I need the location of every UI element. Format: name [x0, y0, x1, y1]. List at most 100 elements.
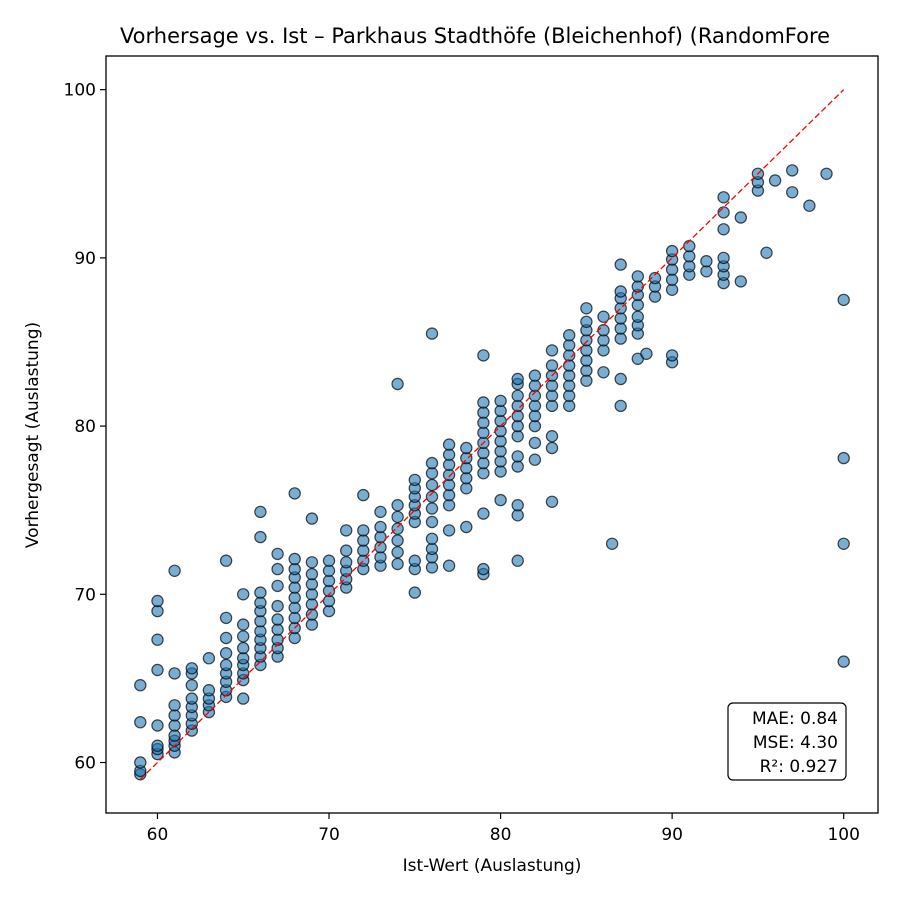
- data-point: [391, 499, 404, 512]
- data-point: [134, 679, 147, 692]
- data-point: [254, 530, 267, 544]
- data-point: [391, 522, 404, 535]
- data-point: [134, 756, 147, 769]
- data-point: [665, 244, 679, 258]
- data-point: [305, 567, 319, 581]
- data-point: [528, 369, 542, 382]
- data-point: [820, 167, 833, 180]
- data-point: [545, 359, 559, 372]
- data-point: [408, 473, 421, 487]
- data-point: [408, 554, 421, 567]
- y-tick-label: 70: [74, 585, 96, 605]
- data-point: [134, 716, 147, 729]
- data-point: [151, 594, 164, 608]
- y-tick-label: 80: [74, 417, 96, 437]
- stat-mae: MAE: 0.84: [752, 709, 838, 729]
- data-point: [477, 349, 490, 362]
- data-point: [219, 611, 233, 625]
- stat-r2: R²: 0.927: [760, 757, 838, 777]
- data-point: [425, 456, 439, 470]
- data-point: [219, 554, 233, 567]
- data-point: [236, 630, 250, 643]
- data-point: [511, 554, 524, 567]
- data-point: [219, 647, 233, 660]
- data-point: [305, 512, 319, 525]
- data-point: [717, 191, 730, 204]
- data-point: [717, 206, 730, 219]
- data-point: [837, 293, 850, 307]
- data-point: [734, 275, 748, 288]
- reference-line: [139, 89, 845, 780]
- stats-box-frame: [727, 702, 847, 781]
- data-point: [236, 618, 250, 631]
- data-point: [340, 544, 353, 557]
- data-point: [442, 559, 456, 572]
- data-point: [425, 515, 439, 529]
- data-point: [494, 394, 507, 408]
- y-tick-label: 60: [74, 754, 96, 774]
- data-point: [151, 719, 164, 732]
- data-point: [391, 557, 404, 571]
- data-point: [425, 502, 439, 515]
- chart-title: Vorhersage vs. Ist – Parkhaus Stadthöfe …: [120, 24, 830, 48]
- x-tick-label: 90: [661, 825, 683, 845]
- data-point: [837, 537, 850, 551]
- data-point: [563, 329, 576, 342]
- data-point: [700, 255, 713, 268]
- data-point: [374, 505, 387, 519]
- data-point: [683, 239, 696, 253]
- data-point: [219, 631, 233, 645]
- data-point: [511, 372, 524, 386]
- data-point: [605, 537, 619, 551]
- data-point: [631, 270, 645, 283]
- data-point: [511, 450, 524, 463]
- data-point: [803, 199, 816, 212]
- data-point: [322, 554, 336, 567]
- x-tick-label: 70: [318, 825, 340, 845]
- data-point: [614, 258, 627, 271]
- data-point: [185, 662, 198, 675]
- data-point: [288, 552, 301, 566]
- data-point: [760, 246, 773, 259]
- data-point: [545, 430, 559, 443]
- y-axis-label: Vorhergesagt (Auslastung): [23, 322, 43, 548]
- data-point: [357, 524, 370, 537]
- data-point: [786, 164, 799, 177]
- y-tick-label: 90: [74, 249, 96, 269]
- data-point: [442, 524, 456, 537]
- data-point: [460, 441, 473, 455]
- y-ticks: 60 70 80 90 100: [64, 81, 106, 774]
- data-point: [786, 186, 799, 199]
- data-point: [374, 520, 387, 534]
- data-point: [477, 562, 490, 576]
- data-point: [511, 499, 524, 512]
- data-point: [168, 667, 181, 680]
- data-point: [185, 679, 198, 692]
- data-point: [528, 436, 542, 450]
- data-point: [254, 505, 267, 519]
- data-point: [640, 347, 653, 360]
- data-point: [151, 633, 164, 646]
- data-point: [425, 327, 439, 340]
- data-point: [717, 223, 730, 236]
- data-point: [580, 315, 593, 328]
- data-point: [391, 510, 404, 524]
- data-point: [614, 372, 627, 386]
- data-point: [837, 655, 850, 668]
- data-point: [254, 586, 267, 599]
- data-point: [357, 488, 370, 502]
- data-point: [168, 564, 181, 578]
- data-point: [236, 641, 250, 655]
- data-point: [494, 493, 507, 507]
- data-point: [580, 302, 593, 315]
- data-point: [545, 495, 559, 508]
- data-point: [391, 546, 404, 559]
- data-point: [202, 684, 216, 697]
- data-point: [288, 487, 301, 500]
- stats-box: MAE: 0.84 MSE: 4.30 R²: 0.927: [727, 702, 847, 781]
- data-point: [425, 532, 439, 546]
- data-point: [271, 613, 284, 626]
- data-point: [837, 451, 850, 465]
- x-tick-label: 60: [147, 825, 169, 845]
- x-tick-label: 80: [490, 825, 512, 845]
